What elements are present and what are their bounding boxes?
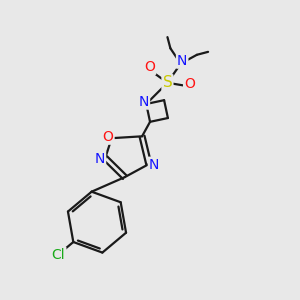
Text: O: O <box>184 77 195 91</box>
Text: N: N <box>177 54 188 68</box>
Text: O: O <box>103 130 114 144</box>
Text: O: O <box>144 60 155 74</box>
Text: N: N <box>139 94 149 109</box>
Text: N: N <box>149 158 159 172</box>
Text: N: N <box>95 152 105 166</box>
Text: Cl: Cl <box>52 248 65 262</box>
Text: S: S <box>163 75 172 90</box>
